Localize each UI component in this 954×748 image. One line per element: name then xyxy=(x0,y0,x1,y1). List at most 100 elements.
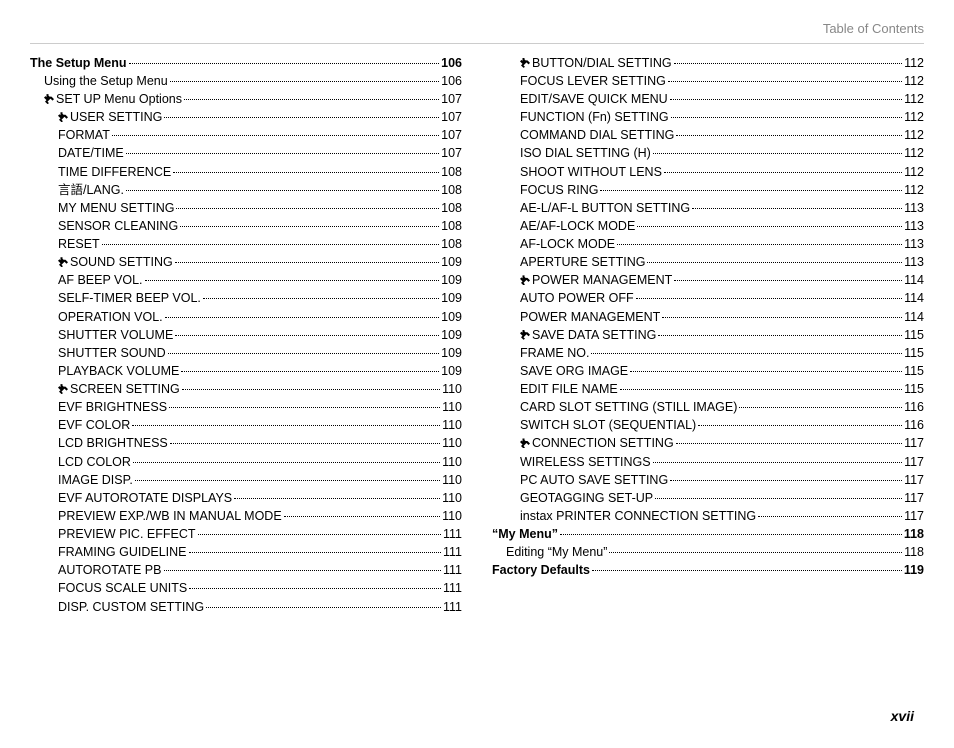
toc-entry[interactable]: SHUTTER VOLUME109 xyxy=(30,326,462,344)
toc-entry[interactable]: DISP. CUSTOM SETTING111 xyxy=(30,598,462,616)
toc-leader-dots xyxy=(668,81,902,82)
toc-leader-dots xyxy=(670,480,902,481)
toc-leader-dots xyxy=(658,335,902,336)
toc-entry[interactable]: TIME DIFFERENCE 108 xyxy=(30,163,462,181)
toc-entry-page: 113 xyxy=(904,235,924,253)
toc-entry-page: 111 xyxy=(443,598,462,616)
toc-entry-label: TIME DIFFERENCE xyxy=(58,163,171,181)
toc-entry[interactable]: AE-L/AF-L BUTTON SETTING113 xyxy=(492,199,924,217)
toc-entry[interactable]: LCD COLOR110 xyxy=(30,453,462,471)
toc-entry[interactable]: FOCUS LEVER SETTING112 xyxy=(492,72,924,90)
toc-leader-dots xyxy=(173,172,439,173)
toc-entry-page: 116 xyxy=(904,398,924,416)
toc-entry-label: instax PRINTER CONNECTION SETTING xyxy=(520,507,756,525)
toc-entry[interactable]: 言語/LANG.108 xyxy=(30,181,462,199)
toc-entry[interactable]: COMMAND DIAL SETTING112 xyxy=(492,126,924,144)
toc-leader-dots xyxy=(647,262,902,263)
toc-entry[interactable]: Editing “My Menu”118 xyxy=(492,543,924,561)
toc-entry[interactable]: EVF BRIGHTNESS110 xyxy=(30,398,462,416)
toc-entry[interactable]: MY MENU SETTING108 xyxy=(30,199,462,217)
toc-entry[interactable]: USER SETTING107 xyxy=(30,108,462,126)
toc-entry-page: 109 xyxy=(441,344,462,362)
toc-entry[interactable]: PREVIEW EXP./WB IN MANUAL MODE110 xyxy=(30,507,462,525)
toc-entry[interactable]: AE/AF-LOCK MODE113 xyxy=(492,217,924,235)
toc-entry-label: EVF AUTOROTATE DISPLAYS xyxy=(58,489,232,507)
toc-entry[interactable]: SHUTTER SOUND109 xyxy=(30,344,462,362)
toc-entry[interactable]: SAVE DATA SETTING115 xyxy=(492,326,924,344)
toc-leader-dots xyxy=(670,99,902,100)
toc-entry[interactable]: FUNCTION (Fn) SETTING112 xyxy=(492,108,924,126)
toc-entry[interactable]: IMAGE DISP.110 xyxy=(30,471,462,489)
toc-entry[interactable]: “My Menu”118 xyxy=(492,525,924,543)
wrench-icon xyxy=(58,112,68,122)
toc-entry[interactable]: SET UP Menu Options107 xyxy=(30,90,462,108)
toc-entry[interactable]: WIRELESS SETTINGS117 xyxy=(492,453,924,471)
toc-leader-dots xyxy=(591,353,902,354)
toc-entry[interactable]: The Setup Menu106 xyxy=(30,54,462,72)
toc-entry[interactable]: DATE/TIME107 xyxy=(30,144,462,162)
toc-entry[interactable]: EVF COLOR110 xyxy=(30,416,462,434)
toc-leader-dots xyxy=(671,117,902,118)
toc-entry[interactable]: Using the Setup Menu106 xyxy=(30,72,462,90)
wrench-icon xyxy=(44,94,54,104)
toc-leader-dots xyxy=(600,190,902,191)
toc-entry[interactable]: Factory Defaults119 xyxy=(492,561,924,579)
toc-entry-label: PREVIEW PIC. EFFECT xyxy=(58,525,196,543)
toc-entry[interactable]: GEOTAGGING SET-UP117 xyxy=(492,489,924,507)
toc-entry-page: 108 xyxy=(441,163,462,181)
toc-entry-page: 112 xyxy=(904,54,924,72)
toc-entry[interactable]: OPERATION VOL.109 xyxy=(30,308,462,326)
toc-leader-dots xyxy=(206,607,441,608)
toc-entry[interactable]: PC AUTO SAVE SETTING117 xyxy=(492,471,924,489)
toc-entry-page: 110 xyxy=(442,434,462,452)
toc-entry[interactable]: BUTTON/DIAL SETTING112 xyxy=(492,54,924,72)
toc-entry-label: LCD COLOR xyxy=(58,453,131,471)
toc-entry[interactable]: PLAYBACK VOLUME109 xyxy=(30,362,462,380)
toc-entry[interactable]: SHOOT WITHOUT LENS112 xyxy=(492,163,924,181)
toc-entry-label: ISO DIAL SETTING (H) xyxy=(520,144,651,162)
toc-entry-page: 108 xyxy=(441,235,462,253)
toc-entry[interactable]: POWER MANAGEMENT114 xyxy=(492,308,924,326)
toc-leader-dots xyxy=(758,516,902,517)
toc-entry[interactable]: POWER MANAGEMENT114 xyxy=(492,271,924,289)
toc-entry[interactable]: EDIT/SAVE QUICK MENU112 xyxy=(492,90,924,108)
toc-entry[interactable]: AF BEEP VOL.109 xyxy=(30,271,462,289)
toc-entry[interactable]: CONNECTION SETTING117 xyxy=(492,434,924,452)
toc-entry[interactable]: AUTOROTATE PB111 xyxy=(30,561,462,579)
toc-leader-dots xyxy=(133,462,440,463)
toc-entry[interactable]: SELF-TIMER BEEP VOL.109 xyxy=(30,289,462,307)
toc-entry[interactable]: SENSOR CLEANING108 xyxy=(30,217,462,235)
toc-entry[interactable]: AF-LOCK MODE113 xyxy=(492,235,924,253)
toc-entry[interactable]: FRAME NO.115 xyxy=(492,344,924,362)
toc-entry-label: SAVE DATA SETTING xyxy=(520,326,656,344)
toc-entry[interactable]: FOCUS SCALE UNITS111 xyxy=(30,579,462,597)
toc-leader-dots xyxy=(165,317,439,318)
toc-entry-label: 言語/LANG. xyxy=(58,181,124,199)
toc-entry[interactable]: LCD BRIGHTNESS110 xyxy=(30,434,462,452)
toc-entry[interactable]: FORMAT107 xyxy=(30,126,462,144)
toc-entry-label: “My Menu” xyxy=(492,525,558,543)
toc-entry[interactable]: SOUND SETTING109 xyxy=(30,253,462,271)
toc-entry[interactable]: RESET108 xyxy=(30,235,462,253)
toc-entry-label: Using the Setup Menu xyxy=(44,72,168,90)
toc-entry[interactable]: EDIT FILE NAME115 xyxy=(492,380,924,398)
toc-entry[interactable]: CARD SLOT SETTING (STILL IMAGE)116 xyxy=(492,398,924,416)
toc-entry[interactable]: APERTURE SETTING113 xyxy=(492,253,924,271)
toc-leader-dots xyxy=(170,81,439,82)
toc-entry[interactable]: SAVE ORG IMAGE115 xyxy=(492,362,924,380)
toc-entry[interactable]: SCREEN SETTING110 xyxy=(30,380,462,398)
toc-entry-page: 111 xyxy=(443,579,462,597)
toc-entry[interactable]: instax PRINTER CONNECTION SETTING117 xyxy=(492,507,924,525)
toc-entry[interactable]: SWITCH SLOT (SEQUENTIAL)116 xyxy=(492,416,924,434)
toc-entry-page: 109 xyxy=(441,326,462,344)
toc-entry-label: SOUND SETTING xyxy=(58,253,173,271)
toc-entry[interactable]: PREVIEW PIC. EFFECT111 xyxy=(30,525,462,543)
toc-leader-dots xyxy=(126,190,439,191)
toc-entry[interactable]: EVF AUTOROTATE DISPLAYS110 xyxy=(30,489,462,507)
toc-entry[interactable]: ISO DIAL SETTING (H)112 xyxy=(492,144,924,162)
toc-entry[interactable]: FRAMING GUIDELINE111 xyxy=(30,543,462,561)
toc-entry[interactable]: FOCUS RING112 xyxy=(492,181,924,199)
toc-entry-label: FOCUS LEVER SETTING xyxy=(520,72,666,90)
toc-leader-dots xyxy=(203,298,439,299)
toc-entry[interactable]: AUTO POWER OFF114 xyxy=(492,289,924,307)
